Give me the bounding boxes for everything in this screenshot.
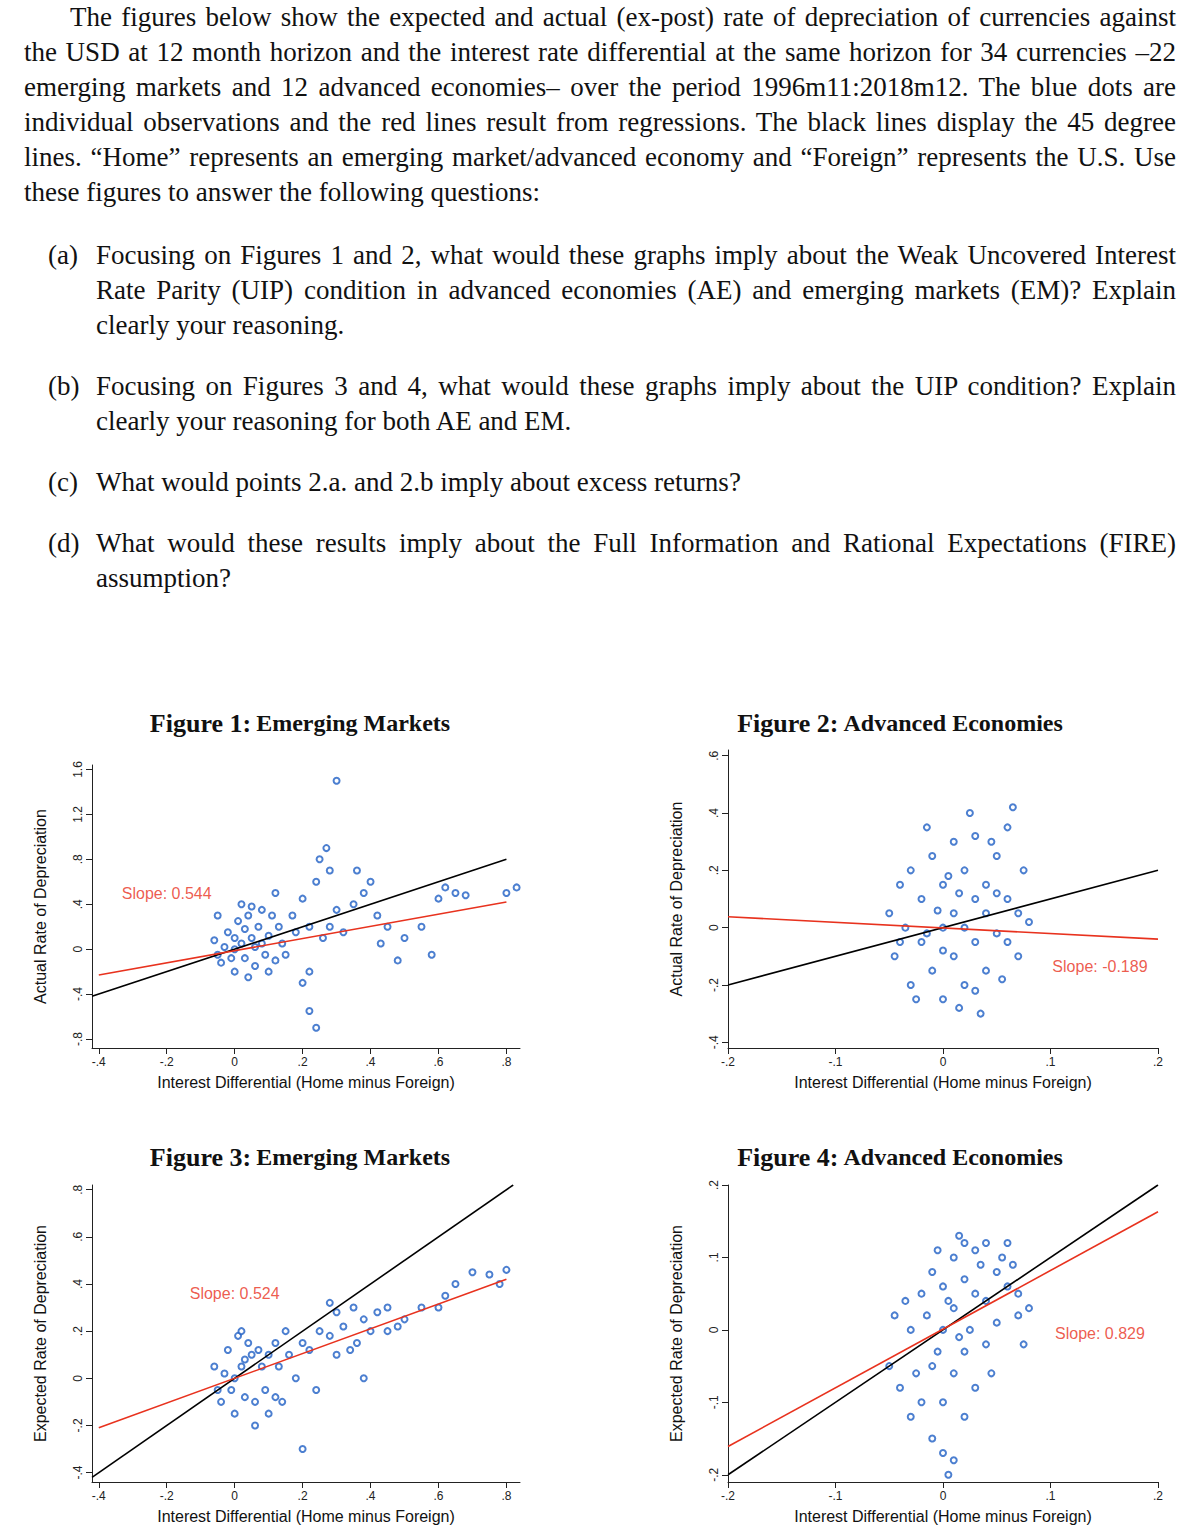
svg-text:.4: .4 xyxy=(707,808,721,818)
svg-text:1.6: 1.6 xyxy=(71,761,85,778)
svg-text:.6: .6 xyxy=(71,1232,85,1242)
svg-text:.2: .2 xyxy=(707,1180,721,1190)
svg-text:Advanced Economies: Advanced Economies xyxy=(843,1144,1062,1170)
svg-text:.2: .2 xyxy=(71,1326,85,1336)
svg-text:0: 0 xyxy=(940,1489,947,1503)
svg-text:0: 0 xyxy=(231,1055,238,1069)
svg-text:0: 0 xyxy=(71,946,85,953)
svg-text:1.2: 1.2 xyxy=(71,806,85,823)
svg-text:.6: .6 xyxy=(433,1489,443,1503)
svg-text:-.2: -.2 xyxy=(721,1489,735,1503)
svg-text:-.1: -.1 xyxy=(828,1489,842,1503)
svg-text:Slope: 0.544: Slope: 0.544 xyxy=(122,885,212,902)
svg-text:Interest Differential (Home mi: Interest Differential (Home minus Foreig… xyxy=(794,1074,1092,1091)
html-text:Focusing on Figures 3 and 4, w: Focusing on Figures 3 and 4, what would … xyxy=(96,371,1176,436)
svg-text:-.2: -.2 xyxy=(707,1467,721,1481)
svg-text:-.4: -.4 xyxy=(71,987,85,1001)
svg-text:-.4: -.4 xyxy=(71,1465,85,1479)
svg-text:.8: .8 xyxy=(71,1184,85,1194)
svg-text:0: 0 xyxy=(231,1489,238,1503)
svg-text:.8: .8 xyxy=(71,854,85,864)
svg-text:Slope: 0.524: Slope: 0.524 xyxy=(190,1285,280,1302)
svg-text:-.2: -.2 xyxy=(160,1489,174,1503)
svg-text:-.2: -.2 xyxy=(707,978,721,992)
svg-text:.4: .4 xyxy=(366,1489,376,1503)
svg-text:-.8: -.8 xyxy=(71,1032,85,1046)
html-text:What would these results imply: What would these results imply about the… xyxy=(96,528,1176,593)
html-text:(d): (d) xyxy=(48,528,80,558)
svg-text:.2: .2 xyxy=(298,1055,308,1069)
svg-text:-.1: -.1 xyxy=(828,1055,842,1069)
svg-text:.1: .1 xyxy=(707,1252,721,1262)
svg-text:Expected Rate of Depreciation: Expected Rate of Depreciation xyxy=(668,1225,685,1442)
svg-text:-.4: -.4 xyxy=(92,1489,106,1503)
svg-text:.4: .4 xyxy=(71,1279,85,1289)
svg-text:.4: .4 xyxy=(366,1055,376,1069)
svg-text:Expected Rate of Depreciation: Expected Rate of Depreciation xyxy=(32,1225,49,1442)
svg-text:Interest Differential (Home mi: Interest Differential (Home minus Foreig… xyxy=(157,1508,455,1525)
html-text:(c): (c) xyxy=(48,467,78,497)
svg-text:Emerging Markets: Emerging Markets xyxy=(256,1144,450,1170)
svg-text:Slope: 0.829: Slope: 0.829 xyxy=(1055,1325,1145,1342)
svg-text:0: 0 xyxy=(940,1055,947,1069)
svg-text:-.4: -.4 xyxy=(92,1055,106,1069)
svg-text:.6: .6 xyxy=(433,1055,443,1069)
html-text:(a): (a) xyxy=(48,240,78,270)
svg-text:Actual Rate of Depreciation: Actual Rate of Depreciation xyxy=(668,802,685,997)
html-text:Focusing on Figures 1 and 2, w: Focusing on Figures 1 and 2, what would … xyxy=(96,240,1176,340)
svg-text:Interest Differential (Home mi: Interest Differential (Home minus Foreig… xyxy=(157,1074,455,1091)
svg-text:-.2: -.2 xyxy=(71,1418,85,1432)
svg-text:0: 0 xyxy=(71,1375,85,1382)
svg-text:Figure 2:: Figure 2: xyxy=(737,709,838,738)
svg-text:Figure 4:: Figure 4: xyxy=(737,1143,838,1172)
svg-text:.6: .6 xyxy=(707,750,721,760)
svg-text:Figure 3:: Figure 3: xyxy=(150,1143,251,1172)
svg-text:Interest Differential (Home mi: Interest Differential (Home minus Foreig… xyxy=(794,1508,1092,1525)
svg-text:-.2: -.2 xyxy=(160,1055,174,1069)
svg-text:-.1: -.1 xyxy=(707,1395,721,1409)
html-text:The figures below show the exp: The figures below show the expected and … xyxy=(24,2,1176,207)
svg-text:.2: .2 xyxy=(1153,1055,1163,1069)
svg-text:.4: .4 xyxy=(71,899,85,909)
svg-text:-.4: -.4 xyxy=(707,1035,721,1049)
svg-text:.1: .1 xyxy=(1045,1055,1055,1069)
svg-text:0: 0 xyxy=(707,1326,721,1333)
svg-text:.2: .2 xyxy=(707,865,721,875)
svg-text:Actual Rate of Depreciation: Actual Rate of Depreciation xyxy=(32,809,49,1004)
svg-text:.2: .2 xyxy=(298,1489,308,1503)
svg-text:-.2: -.2 xyxy=(721,1055,735,1069)
svg-text:Figure 1:: Figure 1: xyxy=(150,709,251,738)
svg-text:.2: .2 xyxy=(1153,1489,1163,1503)
svg-text:Emerging Markets: Emerging Markets xyxy=(256,710,450,736)
svg-text:.1: .1 xyxy=(1045,1489,1055,1503)
html-text:What would points 2.a. and 2.b: What would points 2.a. and 2.b imply abo… xyxy=(96,467,741,497)
svg-text:.8: .8 xyxy=(501,1489,511,1503)
svg-text:Slope: -0.189: Slope: -0.189 xyxy=(1052,958,1147,975)
svg-text:Advanced Economies: Advanced Economies xyxy=(843,710,1062,736)
svg-text:.8: .8 xyxy=(501,1055,511,1069)
svg-text:0: 0 xyxy=(707,924,721,931)
html-text:(b): (b) xyxy=(48,371,80,401)
